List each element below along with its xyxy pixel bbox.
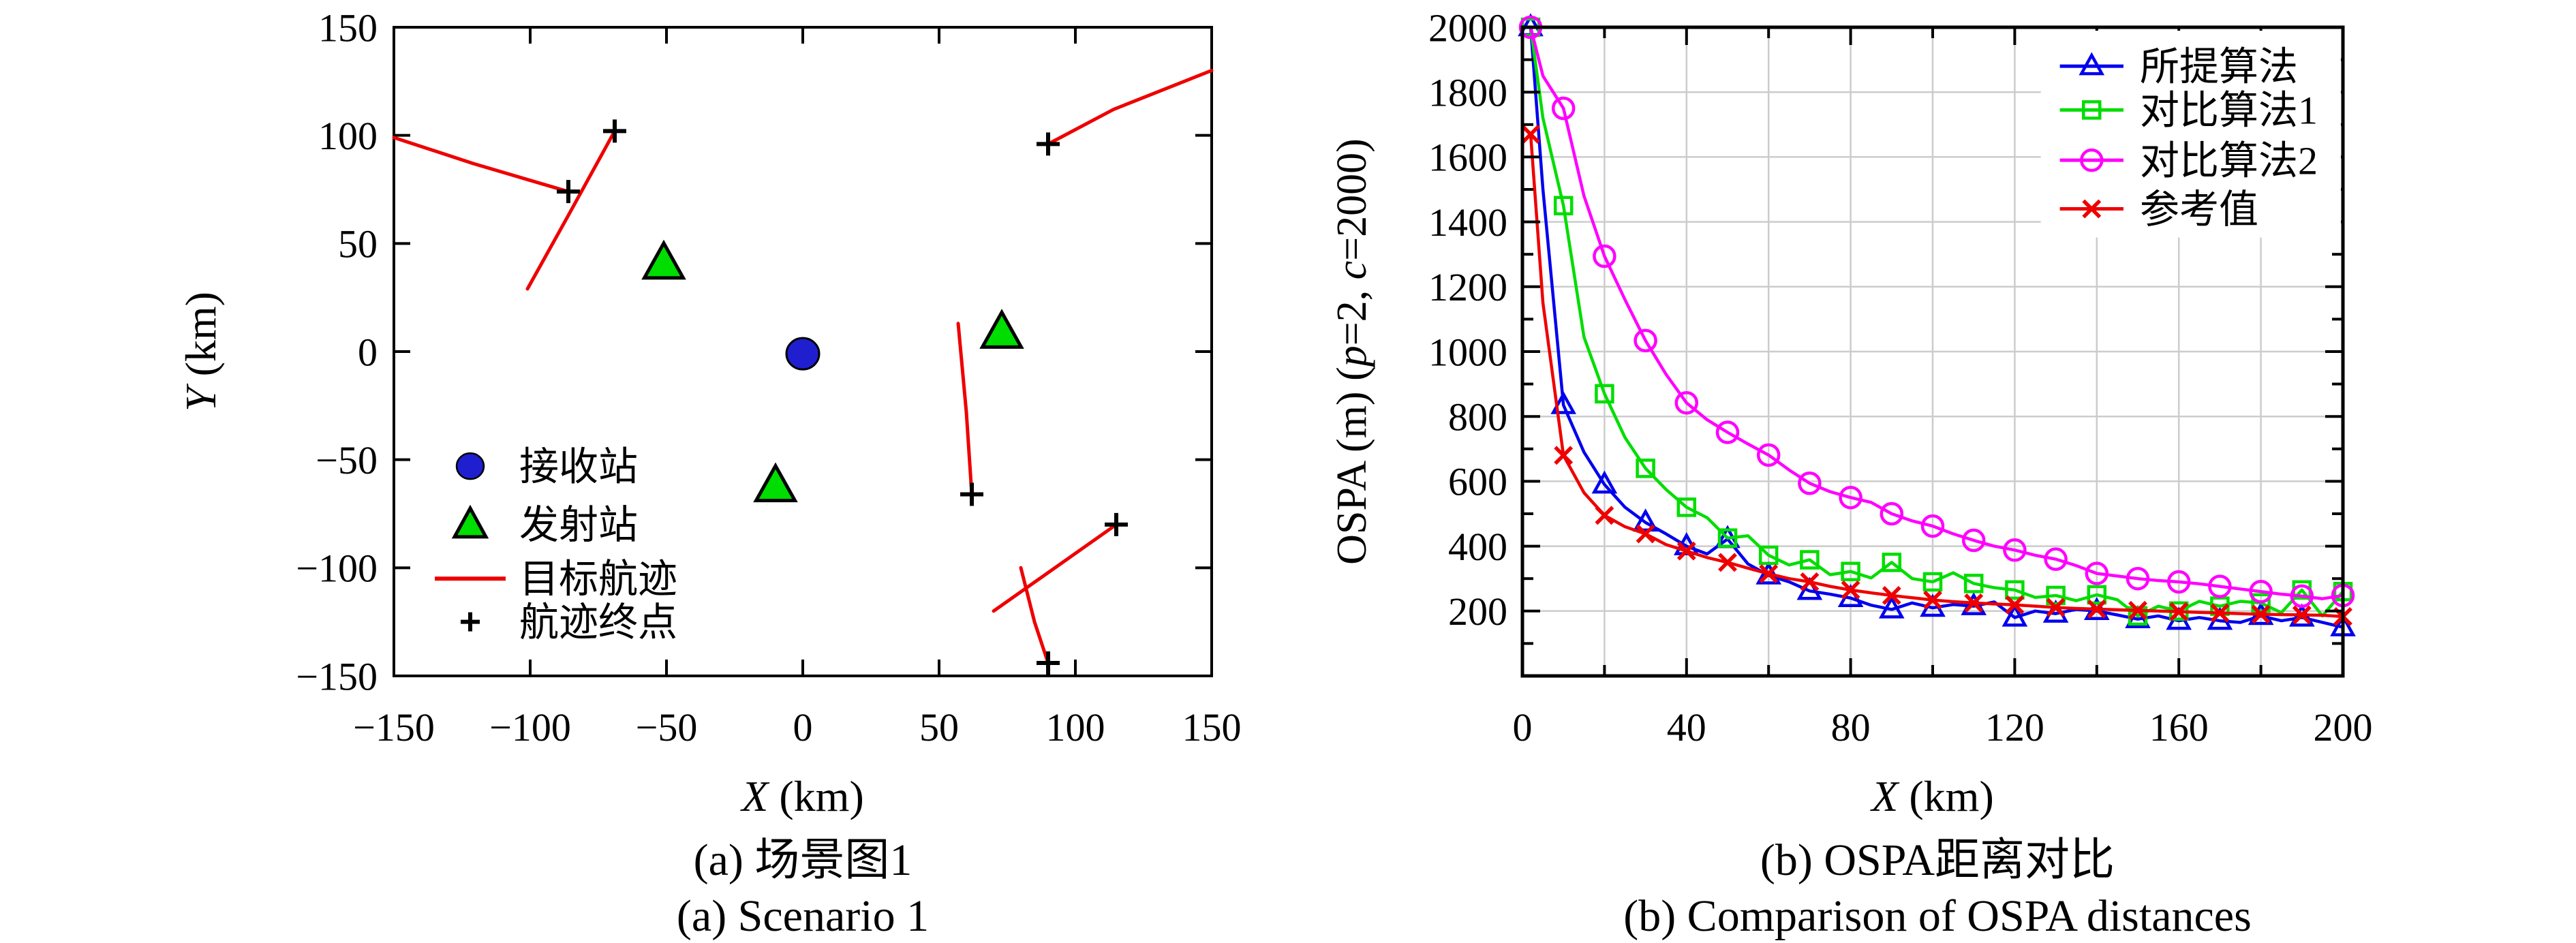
series-2 bbox=[1518, 15, 2355, 608]
svg-text:100: 100 bbox=[318, 114, 378, 158]
receiver-marker bbox=[785, 337, 821, 371]
series bbox=[1518, 13, 2356, 636]
svg-text:120: 120 bbox=[1985, 705, 2044, 749]
svg-text:600: 600 bbox=[1448, 460, 1507, 504]
target-trajectories bbox=[392, 68, 1214, 665]
caption-a-zh: (a) 场景图1 bbox=[693, 835, 913, 885]
scenario-plot: −150 −100 −50 0 50 100 150 −150 −100 −50 0 50 100 150… bbox=[177, 5, 1242, 820]
svg-text:50: 50 bbox=[338, 222, 378, 266]
svg-text:X (km): X (km) bbox=[739, 772, 864, 820]
svg-text:160: 160 bbox=[2149, 705, 2209, 749]
svg-text:1200: 1200 bbox=[1428, 265, 1507, 309]
svg-text:0: 0 bbox=[1513, 705, 1533, 749]
svg-text:−50: −50 bbox=[316, 438, 378, 482]
svg-text:150: 150 bbox=[1182, 705, 1242, 749]
svg-text:−150: −150 bbox=[296, 654, 378, 698]
svg-text:OSPA (m) (p=2, c=2000): OSPA (m) (p=2, c=2000) bbox=[1329, 138, 1375, 565]
svg-text:150: 150 bbox=[318, 5, 378, 50]
svg-text:50: 50 bbox=[919, 705, 959, 749]
svg-text:1600: 1600 bbox=[1428, 136, 1507, 180]
svg-text:−100: −100 bbox=[296, 546, 378, 591]
svg-text:0: 0 bbox=[793, 705, 813, 749]
series-3 bbox=[1521, 125, 2352, 626]
trajectory-endpoints bbox=[557, 119, 1128, 675]
svg-text:1800: 1800 bbox=[1428, 71, 1507, 115]
caption-a-en: (a) Scenario 1 bbox=[676, 891, 930, 941]
svg-text:对比算法2: 对比算法2 bbox=[2140, 138, 2318, 183]
svg-text:航迹终点: 航迹终点 bbox=[519, 600, 677, 645]
axis-labels-a: X (km) Y (km) bbox=[177, 292, 864, 820]
svg-text:−100: −100 bbox=[489, 705, 571, 749]
transmitter-markers bbox=[641, 239, 1024, 503]
svg-text:40: 40 bbox=[1667, 705, 1706, 749]
svg-text:所提算法: 所提算法 bbox=[2140, 44, 2298, 89]
axis-labels-b: X (km) OSPA (m) (p=2, c=2000) bbox=[1329, 138, 1994, 820]
svg-text:80: 80 bbox=[1831, 705, 1871, 749]
caption-b-en: (b) Comparison of OSPA distances bbox=[1623, 891, 2252, 941]
svg-text:200: 200 bbox=[1448, 589, 1507, 634]
svg-text:2000: 2000 bbox=[1428, 5, 1507, 50]
svg-text:0: 0 bbox=[358, 330, 378, 374]
caption-panel-b: (b) OSPA距离对比 (b) Comparison of OSPA dist… bbox=[1623, 833, 2252, 943]
svg-text:X (km): X (km) bbox=[1869, 772, 1994, 820]
caption-b-zh: (b) OSPA距离对比 bbox=[1760, 835, 2115, 885]
svg-text:对比算法1: 对比算法1 bbox=[2140, 89, 2318, 133]
svg-text:参考值: 参考值 bbox=[2140, 187, 2258, 232]
axes-a: −150 −100 −50 0 50 100 150 −150 −100 −50 0 50 100 150 bbox=[296, 5, 1241, 749]
svg-text:1400: 1400 bbox=[1428, 200, 1507, 245]
svg-text:200: 200 bbox=[2314, 705, 2373, 749]
svg-text:800: 800 bbox=[1448, 395, 1507, 439]
svg-text:400: 400 bbox=[1448, 525, 1507, 569]
svg-text:发射站: 发射站 bbox=[519, 503, 638, 547]
caption-panel-a: (a) 场景图1 (a) Scenario 1 bbox=[677, 833, 929, 943]
svg-text:1000: 1000 bbox=[1428, 330, 1507, 374]
svg-text:100: 100 bbox=[1046, 705, 1105, 749]
ospa-plot: 0 40 80 120 160 200 200 400 600 800 1000 1200 1400 16… bbox=[1329, 5, 2373, 820]
axes-b: 0 40 80 120 160 200 200 400 600 800 1000 1200 1400 16… bbox=[1428, 5, 2373, 749]
svg-text:目标航迹: 目标航迹 bbox=[519, 557, 677, 602]
svg-text:接收站: 接收站 bbox=[519, 444, 638, 489]
svg-text:−150: −150 bbox=[353, 705, 435, 749]
svg-text:−50: −50 bbox=[636, 705, 698, 749]
svg-text:Y (km): Y (km) bbox=[177, 292, 225, 412]
